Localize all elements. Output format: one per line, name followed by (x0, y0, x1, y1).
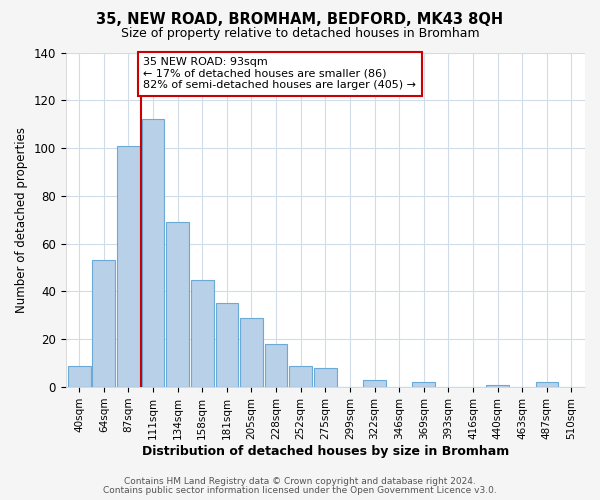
Bar (142, 120, 164, 387)
Bar (68, 366, 91, 387)
Bar (486, 384, 509, 387)
Text: Contains HM Land Registry data © Crown copyright and database right 2024.: Contains HM Land Registry data © Crown c… (124, 477, 476, 486)
Text: Size of property relative to detached houses in Bromham: Size of property relative to detached ho… (121, 28, 479, 40)
Bar (92, 260, 115, 387)
Text: 35 NEW ROAD: 93sqm
← 17% of detached houses are smaller (86)
82% of semi-detache: 35 NEW ROAD: 93sqm ← 17% of detached hou… (143, 58, 416, 90)
Bar (117, 146, 140, 387)
X-axis label: Distribution of detached houses by size in Bromham: Distribution of detached houses by size … (142, 444, 509, 458)
Y-axis label: Number of detached properties: Number of detached properties (15, 127, 28, 313)
Bar (166, 222, 189, 387)
Bar (412, 382, 435, 387)
Bar (191, 280, 214, 387)
Bar (363, 380, 386, 387)
Text: Contains public sector information licensed under the Open Government Licence v3: Contains public sector information licen… (103, 486, 497, 495)
Bar (265, 344, 287, 387)
Bar (240, 318, 263, 387)
Bar (314, 368, 337, 387)
Bar (289, 366, 312, 387)
Text: 35, NEW ROAD, BROMHAM, BEDFORD, MK43 8QH: 35, NEW ROAD, BROMHAM, BEDFORD, MK43 8QH (97, 12, 503, 28)
Bar (215, 304, 238, 387)
Bar (536, 382, 558, 387)
